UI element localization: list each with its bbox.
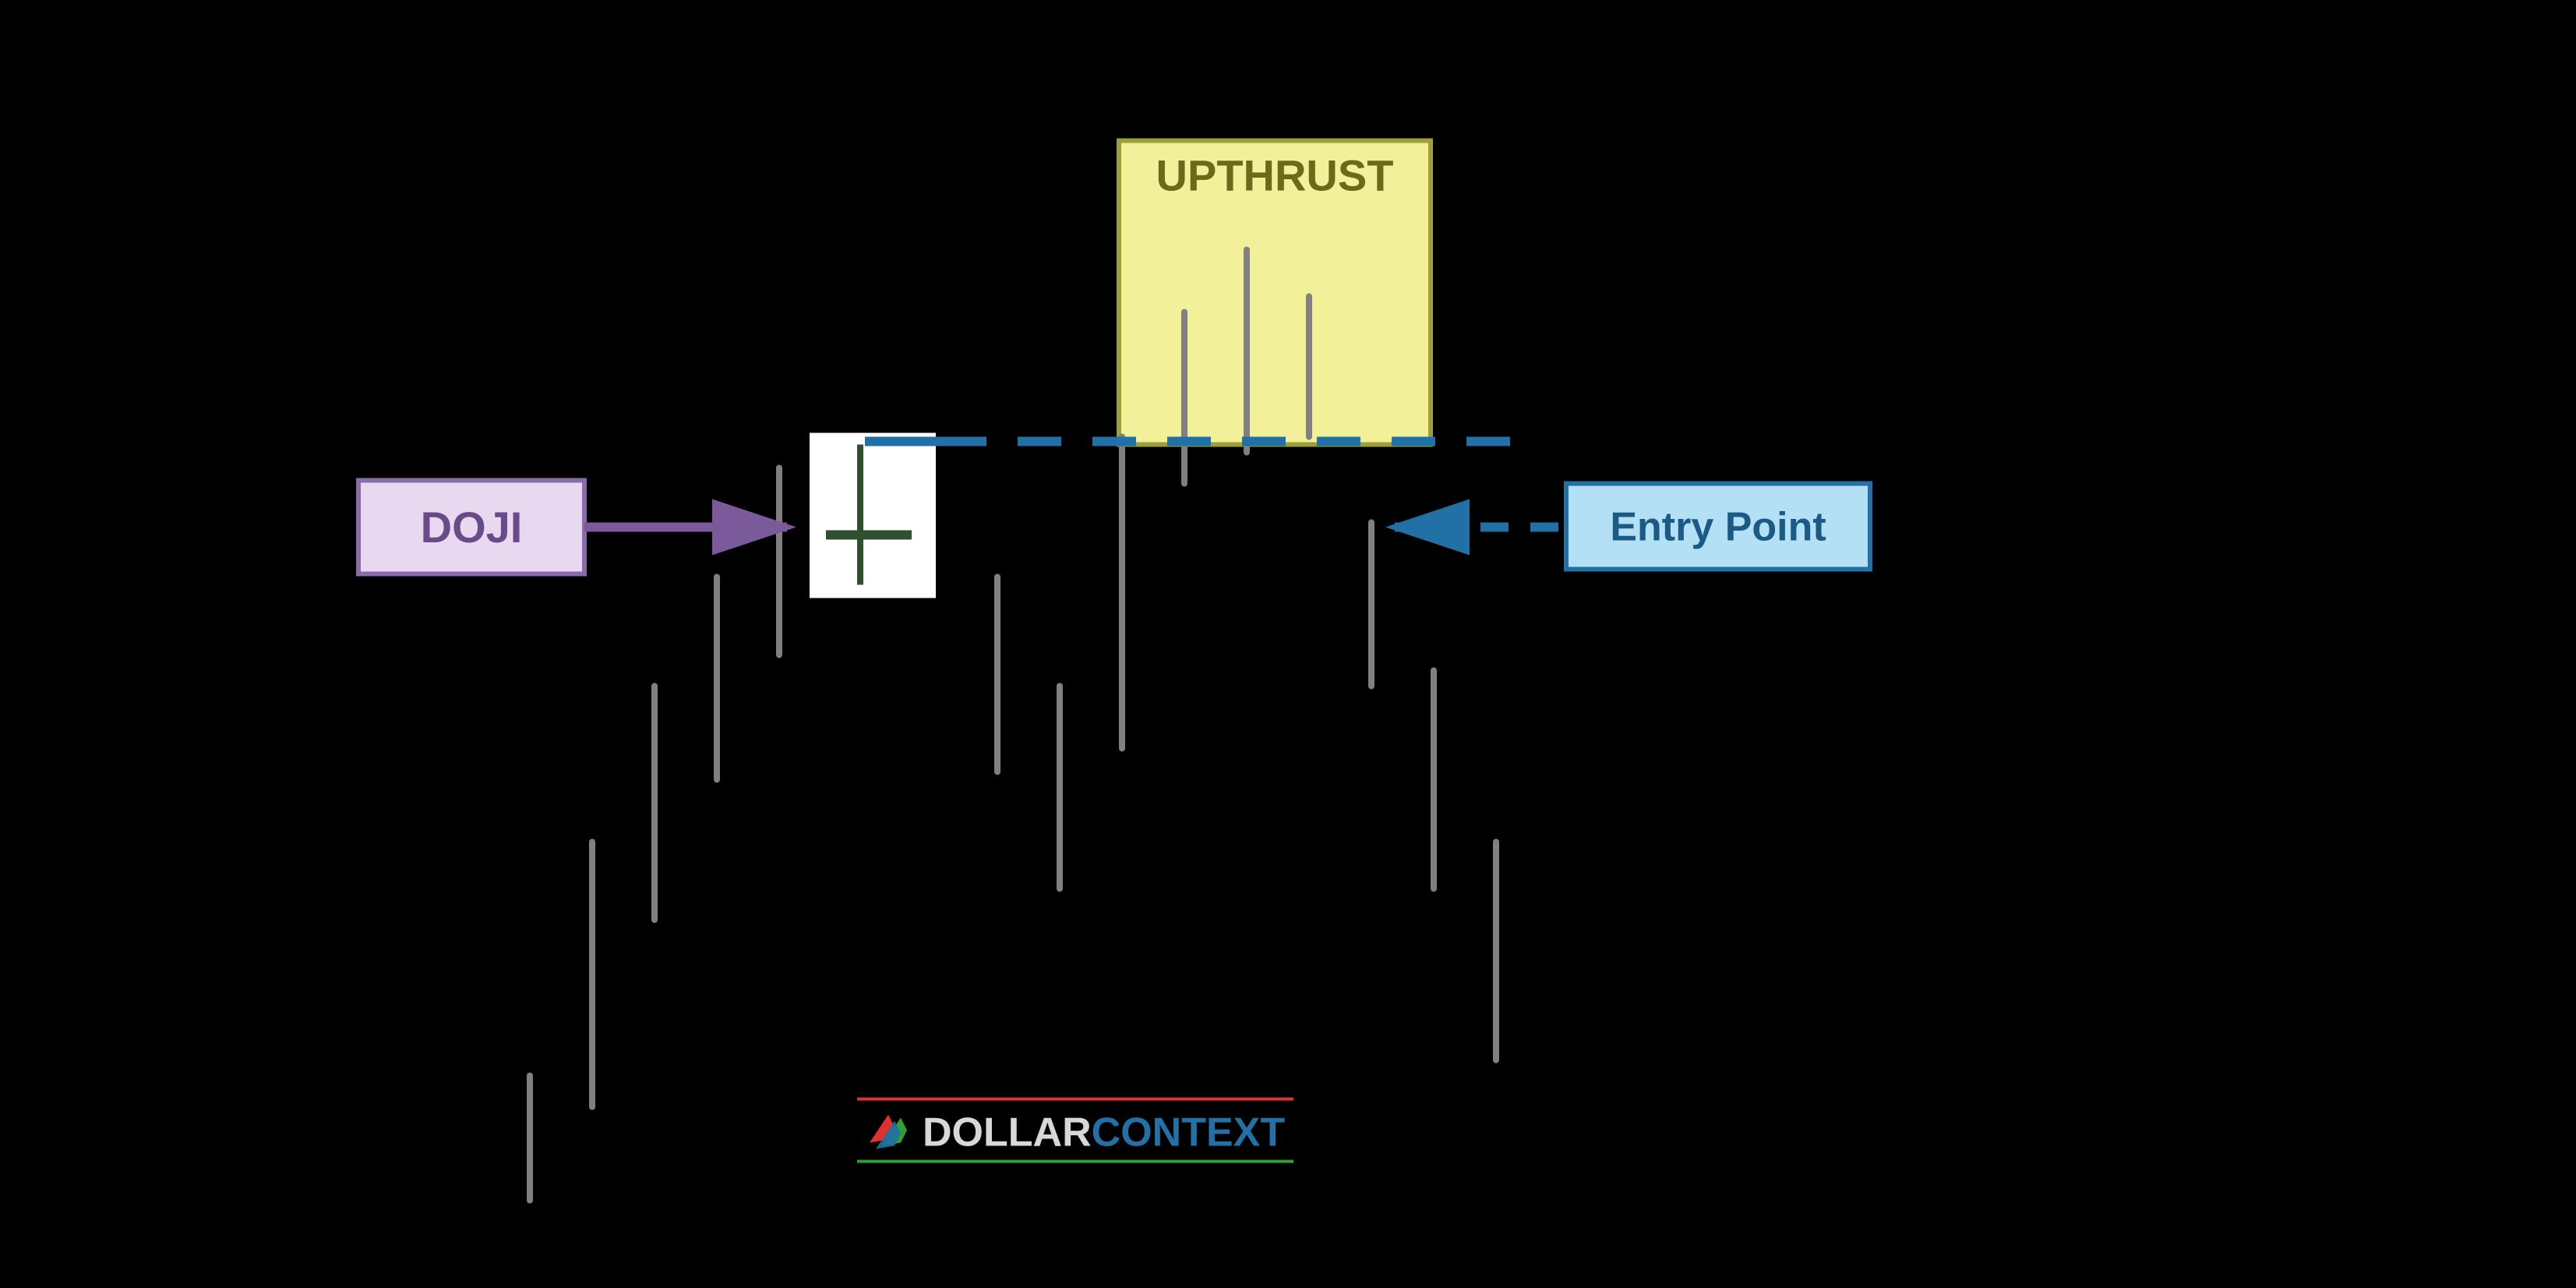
entry-label: Entry Point	[1610, 505, 1826, 550]
trading-diagram: UPTHRUST DOJI Entry Point DOLLARCONTEXT	[0, 0, 2576, 1288]
watermark-text: DOLLARCONTEXT	[923, 1110, 1285, 1156]
upthrust-label: UPTHRUST	[1156, 151, 1394, 200]
doji-highlight	[810, 434, 935, 598]
watermark: DOLLARCONTEXT	[857, 1099, 1293, 1162]
doji-label: DOJI	[421, 503, 523, 552]
